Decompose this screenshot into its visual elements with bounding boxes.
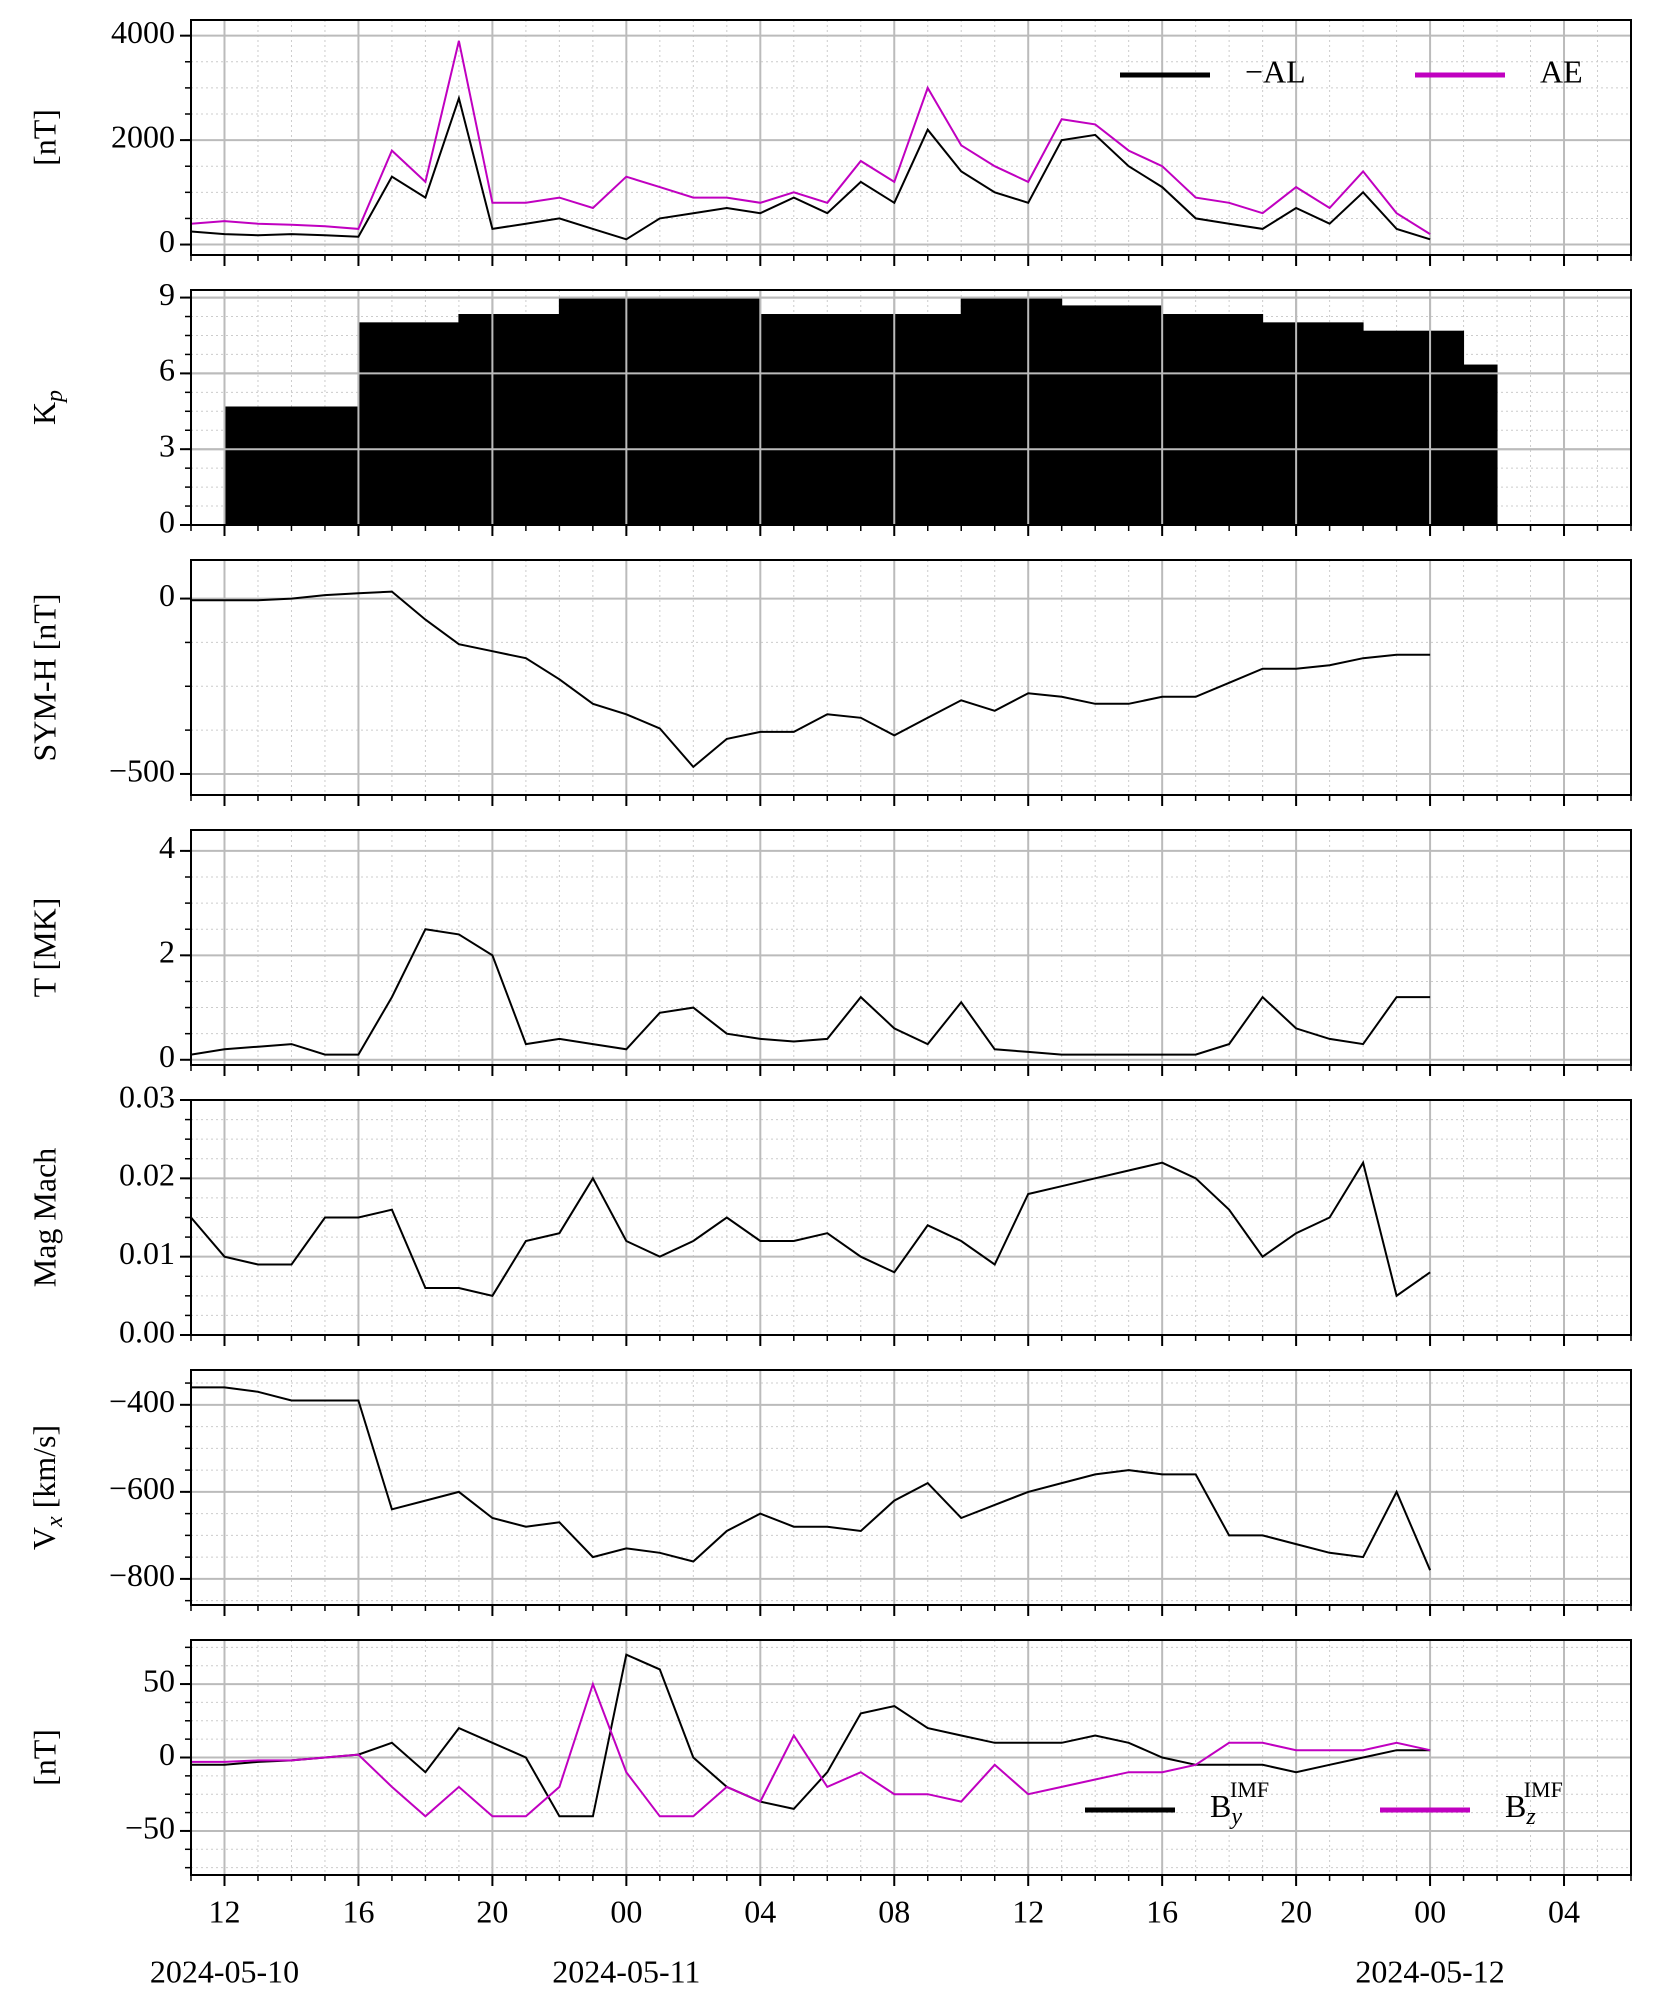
bar: [759, 314, 962, 526]
bar: [1061, 305, 1163, 526]
frame: [190, 289, 1632, 526]
frame: [190, 1369, 1632, 1606]
series-line: [191, 590, 1431, 769]
series-line: [191, 40, 1431, 235]
y-tick-label: 0.00: [119, 1313, 175, 1349]
y-axis-label: [nT]: [26, 109, 62, 166]
x-tick-label: 04: [1548, 1893, 1580, 1929]
y-tick-label: −800: [109, 1557, 175, 1593]
frame: [190, 559, 1632, 796]
y-axis-label: [nT]: [26, 1729, 62, 1786]
bar: [1262, 322, 1364, 526]
bar: [357, 322, 460, 526]
legend-label-base: B: [1505, 1788, 1526, 1824]
frame: [190, 829, 1632, 1066]
y-axis-label-sub: p: [42, 390, 68, 404]
y-tick-label: 4000: [111, 14, 175, 50]
panel: −800 −600 −400: [109, 1369, 1632, 1616]
bar: [1362, 330, 1465, 526]
y-axis-label-sub: x: [42, 1516, 68, 1528]
y-tick-label: 3: [159, 428, 175, 464]
series-line: [191, 1386, 1432, 1571]
y-tick-label: 2000: [111, 118, 175, 154]
legend-label-sub: z: [1525, 1804, 1536, 1830]
y-tick-label: 0: [159, 503, 175, 539]
x-date-label: 2024-05-11: [552, 1953, 700, 1989]
y-axis-label-rest: [km/s]: [26, 1425, 62, 1517]
legend-label: −AL: [1245, 53, 1306, 89]
legend-label: AE: [1540, 53, 1583, 89]
y-axis-label: Mag Mach: [26, 1148, 62, 1288]
y-tick-label: 6: [159, 352, 175, 388]
x-tick-label: 20: [476, 1893, 508, 1929]
y-tick-label: 9: [159, 276, 175, 312]
panel: 0.00 0.01 0.02 0.03: [119, 1078, 1632, 1349]
y-tick-label: 0.01: [119, 1235, 175, 1271]
y-tick-label: −500: [109, 752, 175, 788]
y-tick-label: 50: [143, 1662, 175, 1698]
panel: −50 0 50: [125, 1639, 1632, 1886]
x-tick-label: 20: [1280, 1893, 1312, 1929]
x-tick-label: 08: [878, 1893, 910, 1929]
x-date-label: 2024-05-10: [150, 1953, 299, 1989]
series-line: [191, 1160, 1431, 1298]
y-tick-label: −50: [125, 1809, 175, 1845]
series-line: [191, 94, 1431, 241]
y-axis-label: T [MK]: [26, 898, 62, 998]
frame: [190, 19, 1632, 256]
y-tick-label: 0.03: [119, 1078, 175, 1114]
y-tick-label: 0: [159, 223, 175, 259]
frame: [190, 1639, 1632, 1876]
x-tick-label: 16: [342, 1893, 374, 1929]
y-tick-label: 2: [159, 934, 175, 970]
y-tick-label: 0: [159, 577, 175, 613]
series-line: [191, 1681, 1431, 1818]
legend-label-sup: IMF: [1524, 1777, 1563, 1802]
y-tick-label: 0.02: [119, 1157, 175, 1193]
bar: [558, 297, 761, 526]
bar: [1463, 364, 1498, 526]
y-tick-label: 4: [159, 829, 175, 865]
bar: [223, 406, 359, 526]
panel: 0 2 4: [159, 829, 1632, 1076]
y-tick-label: −400: [109, 1383, 175, 1419]
x-tick-label: 04: [744, 1893, 776, 1929]
legend-label-sup: IMF: [1230, 1777, 1269, 1802]
x-date-label: 2024-05-12: [1355, 1953, 1504, 1989]
frame: [190, 1099, 1632, 1336]
x-tick-label: 12: [208, 1893, 240, 1929]
bar: [960, 297, 1063, 526]
x-tick-label: 00: [610, 1893, 642, 1929]
legend-label-base: B: [1210, 1788, 1231, 1824]
legend-label: BzIMF: [1505, 1777, 1563, 1829]
y-axis-label: Vx [km/s]: [26, 1425, 67, 1550]
series-line: [191, 928, 1431, 1056]
panel: 0 3 6 9: [159, 276, 1632, 539]
y-axis-label-base: V: [26, 1527, 62, 1550]
y-tick-label: 0: [159, 1038, 175, 1074]
y-tick-label: 0: [159, 1736, 175, 1772]
bar: [458, 314, 560, 526]
y-axis-label: Kp: [26, 390, 67, 425]
x-tick-label: 00: [1414, 1893, 1446, 1929]
x-tick-label: 12: [1012, 1893, 1044, 1929]
bar: [1161, 314, 1264, 526]
y-tick-label: −600: [109, 1470, 175, 1506]
panel: 0 2000 4000: [111, 14, 1632, 266]
y-axis-label-base: K: [26, 402, 62, 425]
y-axis-label: SYM-H [nT]: [26, 594, 62, 762]
legend-label: ByIMF: [1210, 1777, 1269, 1829]
x-tick-label: 16: [1146, 1893, 1178, 1929]
legend-label-sub: y: [1229, 1804, 1242, 1830]
series-line: [191, 1653, 1431, 1818]
panel: −500 0: [109, 559, 1632, 806]
